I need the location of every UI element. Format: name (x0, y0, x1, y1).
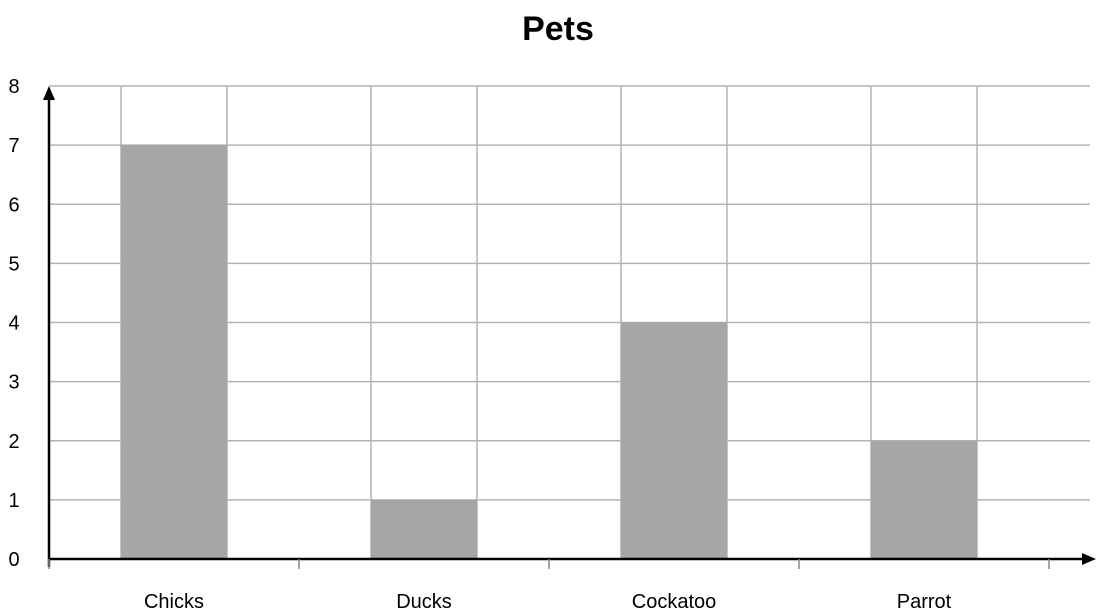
y-axis-arrow (43, 86, 55, 100)
x-tick-label: Cockatoo (632, 591, 717, 613)
y-tick-label: 2 (8, 431, 19, 453)
y-tick-labels: 0 1 2 3 4 5 6 7 8 (8, 76, 19, 571)
bar (871, 440, 977, 559)
y-tick-label: 0 (8, 549, 19, 571)
chart-title: Pets (522, 10, 594, 48)
bar-layer (121, 145, 977, 559)
bar (621, 322, 727, 559)
x-tick-labels: Chicks Ducks Cockatoo Parrot (144, 591, 952, 613)
y-tick-label: 5 (8, 253, 19, 275)
y-tick-label: 7 (8, 135, 19, 157)
x-tick-label: Parrot (897, 591, 952, 613)
x-tick-label: Ducks (396, 591, 452, 613)
x-tick-label: Chicks (144, 591, 204, 613)
y-tick-label: 3 (8, 372, 19, 394)
y-tick-label: 1 (8, 490, 19, 512)
bar (121, 145, 227, 559)
x-axis-arrow (1082, 553, 1096, 565)
y-tick-label: 8 (8, 76, 19, 98)
y-tick-label: 4 (8, 313, 19, 335)
y-tick-label: 6 (8, 194, 19, 216)
axis-layer (43, 86, 1096, 569)
bar (371, 499, 477, 559)
